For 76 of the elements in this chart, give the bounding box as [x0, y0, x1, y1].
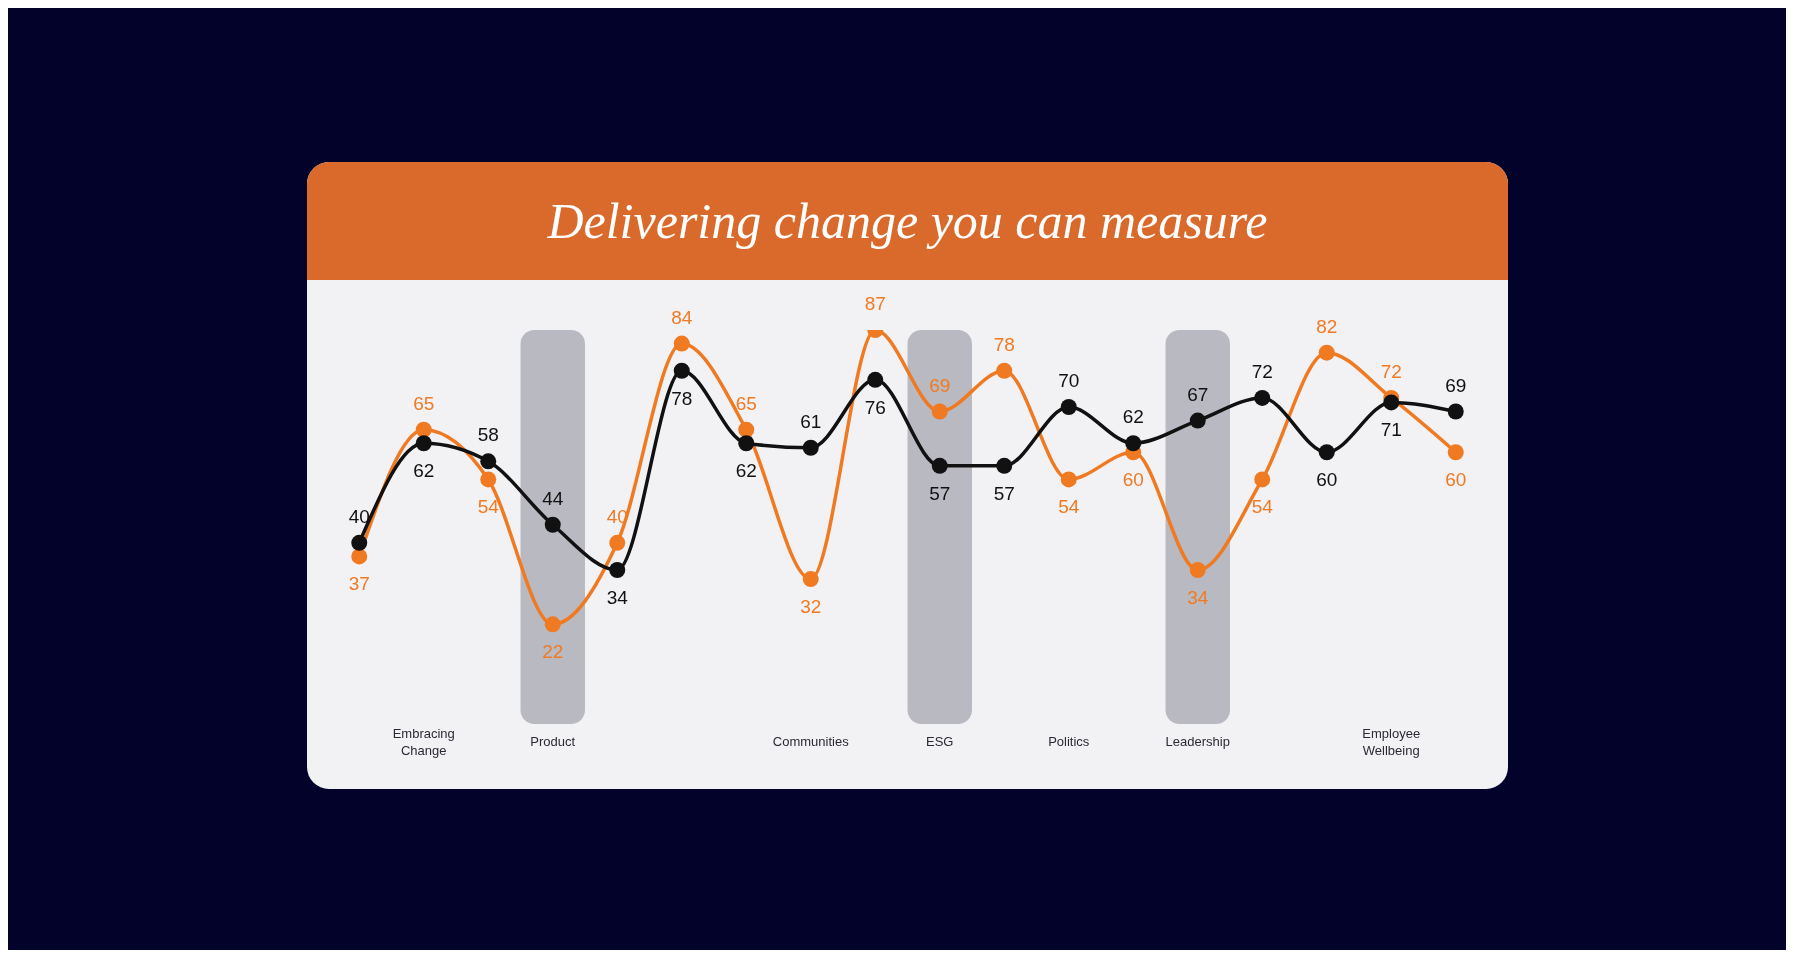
point: [996, 457, 1013, 474]
point: [931, 457, 948, 474]
point: [351, 534, 368, 551]
point: [1447, 444, 1464, 461]
data-label: 37: [348, 573, 370, 595]
data-label: 60: [1445, 469, 1467, 491]
data-label: 54: [1251, 496, 1274, 518]
data-label: 72: [1380, 360, 1402, 382]
data-label: 71: [1380, 419, 1402, 441]
point: [738, 421, 755, 438]
point: [609, 534, 626, 551]
data-label: 65: [413, 392, 435, 414]
data-label: 62: [1122, 406, 1144, 428]
data-label: 67: [1187, 383, 1209, 405]
x-tick-label: Embracing Change: [392, 726, 455, 758]
x-tick-label: Communities: [772, 734, 850, 749]
point: [1318, 344, 1335, 361]
x-tick-label: ESG: [926, 734, 954, 749]
point: [1318, 444, 1335, 461]
data-label: 32: [800, 596, 822, 618]
x-tick-label: Politics: [1048, 734, 1090, 749]
point: [480, 471, 497, 488]
point: [1189, 412, 1206, 429]
point: [609, 562, 626, 579]
data-label: 22: [542, 641, 564, 663]
data-label: 54: [477, 496, 500, 518]
data-label: 78: [671, 387, 693, 409]
point: [802, 439, 819, 456]
point: [1189, 562, 1206, 579]
data-label: 34: [606, 587, 629, 609]
point: [1254, 471, 1271, 488]
x-tick-label: Employee Wellbeing: [1362, 726, 1421, 758]
point: [1125, 435, 1142, 452]
point: [415, 421, 432, 438]
data-label: 78: [993, 333, 1015, 355]
data-label: 54: [1058, 496, 1080, 518]
data-label: 84: [671, 306, 693, 328]
data-label: 62: [413, 460, 435, 482]
point: [544, 616, 561, 633]
data-label: 57: [993, 482, 1015, 504]
point: [673, 335, 690, 352]
point: [351, 548, 368, 565]
data-label: 70: [1058, 369, 1080, 391]
data-label: 69: [1445, 374, 1467, 396]
point: [544, 516, 561, 533]
point: [1060, 471, 1077, 488]
point: [996, 362, 1013, 379]
data-label: 40: [348, 505, 370, 527]
data-label: 61: [800, 410, 822, 432]
chart-title: Delivering change you can measure: [547, 192, 1268, 250]
data-label: 69: [929, 374, 951, 396]
point: [480, 453, 497, 470]
point: [1254, 389, 1271, 406]
point: [1383, 394, 1400, 411]
data-label: 72: [1251, 360, 1273, 382]
point: [867, 371, 884, 388]
x-tick-label: Leadership: [1165, 734, 1230, 749]
data-label: 60: [1316, 469, 1338, 491]
data-label: 44: [542, 487, 564, 509]
point: [1060, 398, 1077, 415]
point: [802, 571, 819, 588]
point: [931, 403, 948, 420]
x-tick-label: Product: [530, 734, 576, 749]
point: [673, 362, 690, 379]
data-label: 62: [735, 460, 757, 482]
point: [1447, 403, 1464, 420]
point: [415, 435, 432, 452]
point: [738, 435, 755, 452]
data-label: 65: [735, 392, 757, 414]
data-label: 87: [864, 293, 886, 314]
data-label: 76: [864, 396, 886, 418]
data-label: 60: [1122, 469, 1144, 491]
data-label: 58: [477, 424, 499, 446]
data-label: 34: [1187, 587, 1209, 609]
data-label: 57: [929, 482, 951, 504]
data-label: 82: [1316, 315, 1338, 337]
